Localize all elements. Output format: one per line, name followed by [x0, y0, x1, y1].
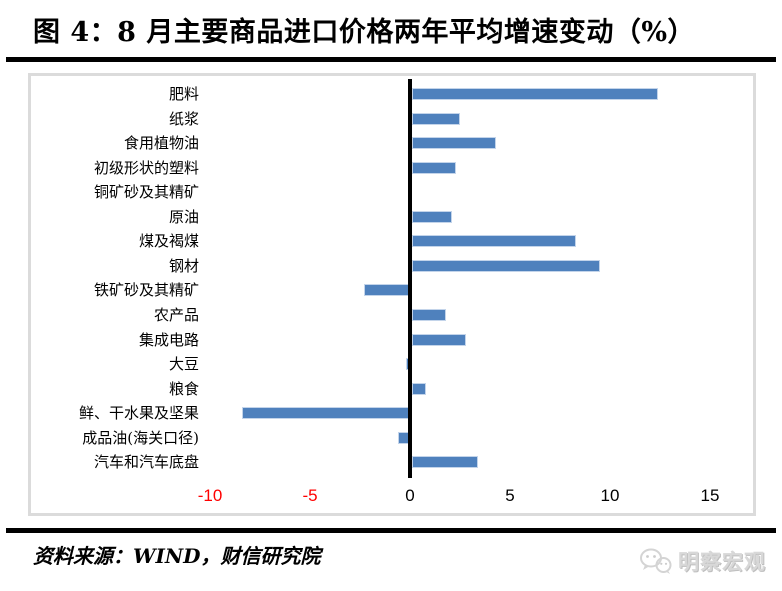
- category-label: 肥料: [168, 85, 199, 103]
- chart-plot-area: 肥料纸浆食用植物油初级形状的塑料 铜矿砂及其精矿原油煤及褐煤钢材铁矿砂及其精矿农产…: [31, 76, 753, 513]
- bar-positive: [412, 456, 478, 469]
- data-source-note: 资料来源：WIND，财信研究院: [33, 544, 321, 568]
- category-label: 食用植物油: [123, 134, 199, 153]
- category-label: 铁矿砂及其精矿: [93, 281, 199, 300]
- bar-chart: 肥料纸浆食用植物油初级形状的塑料 铜矿砂及其精矿原油煤及褐煤钢材铁矿砂及其精矿农产…: [28, 73, 756, 516]
- category-label: 铜矿砂及其精矿: [93, 183, 199, 202]
- category-label: 原油: [168, 207, 199, 226]
- category-label: 粮食: [168, 379, 199, 398]
- x-axis-tick-label: 5: [505, 486, 515, 505]
- top-divider: [6, 57, 776, 62]
- bar-positive: [412, 259, 600, 272]
- category-label: 纸浆: [168, 109, 199, 128]
- x-axis-tick-label: 10: [600, 486, 620, 505]
- bar-positive: [412, 210, 452, 223]
- category-label: 初级形状的塑料: [93, 158, 199, 177]
- x-axis-tick-label: 0: [405, 486, 415, 505]
- bar-positive: [412, 308, 446, 321]
- category-label: 汽车和汽车底盘: [93, 453, 199, 472]
- bar-positive: [412, 333, 466, 346]
- category-label: 大豆: [168, 355, 199, 374]
- bar-positive: [412, 88, 658, 100]
- category-label: 集成电路: [138, 330, 199, 349]
- category-label: 成品油(海关口径): [82, 428, 199, 447]
- bar-negative: [364, 284, 410, 297]
- category-label: 煤及褐煤: [138, 232, 199, 251]
- bottom-divider: [6, 528, 776, 533]
- category-label: 农产品: [153, 305, 199, 324]
- bar-positive: [412, 112, 460, 125]
- x-axis-tick-label: -5: [302, 486, 318, 505]
- x-axis-tick-label: -10: [197, 486, 223, 505]
- bar-positive: [412, 235, 576, 248]
- brand-watermark-label: 明察宏观: [678, 551, 766, 574]
- bar-negative: [242, 407, 410, 420]
- bar-positive: [412, 161, 456, 174]
- bar-positive: [412, 137, 496, 150]
- figure-title: 图 4：8 月主要商品进口价格两年平均增速变动（%）: [33, 17, 696, 48]
- category-label: 钢材: [168, 256, 199, 275]
- x-axis-tick-label: 15: [700, 486, 720, 505]
- brand-watermark: 明察宏观: [639, 546, 766, 576]
- bar-positive: [412, 382, 426, 395]
- zero-axis-line: [408, 79, 412, 478]
- category-label: 鲜、干水果及坚果: [78, 404, 199, 423]
- wechat-chat-bubbles-icon: [639, 547, 673, 575]
